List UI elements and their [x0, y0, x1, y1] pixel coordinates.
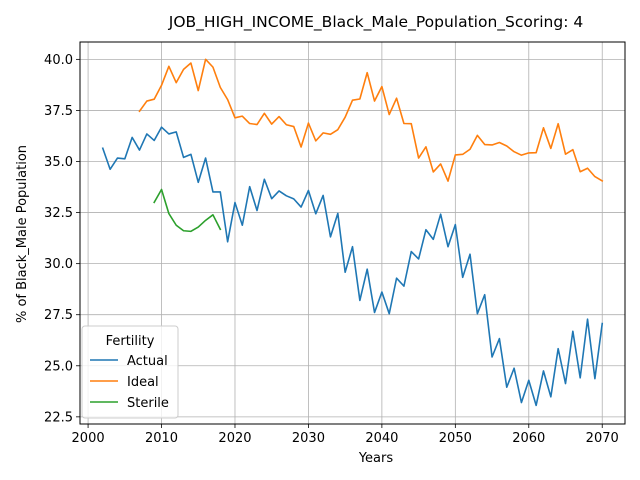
x-tick-label: 2030: [292, 431, 325, 446]
x-tick-label: 2070: [586, 431, 619, 446]
x-tick-label: 2060: [512, 431, 545, 446]
x-axis-ticks: 2000 2010 2020 2030 2040 2050 2060 2070: [72, 424, 619, 446]
x-tick-label: 2010: [145, 431, 178, 446]
legend-label-actual: Actual: [127, 354, 168, 369]
x-tick-label: 2040: [365, 431, 398, 446]
y-tick-label: 37.5: [44, 104, 73, 119]
legend: Fertility Actual Ideal Sterile: [81, 325, 179, 419]
series-line-sterile: [153, 188, 222, 233]
plot-frame: [79, 41, 626, 425]
series-lines: [101, 58, 604, 407]
legend-box: [81, 325, 179, 419]
series-line-ideal: [138, 58, 604, 183]
legend-title: Fertility: [106, 334, 155, 349]
x-tick-label: 2050: [439, 431, 472, 446]
x-axis-label: Years: [358, 451, 394, 466]
y-tick-label: 27.5: [44, 308, 73, 323]
legend-label-ideal: Ideal: [127, 375, 159, 390]
x-tick-label: 2000: [72, 431, 105, 446]
y-tick-label: 30.0: [44, 257, 73, 272]
x-tick-label: 2020: [218, 431, 251, 446]
y-tick-label: 35.0: [44, 155, 73, 170]
y-tick-label: 25.0: [44, 359, 73, 374]
y-tick-label: 40.0: [44, 53, 73, 68]
y-axis-ticks: 22.5 25.0 27.5 30.0 32.5 35.0 37.5 40.0: [44, 53, 80, 425]
chart-title: JOB_HIGH_INCOME_Black_Male_Population_Sc…: [168, 13, 583, 32]
y-tick-label: 22.5: [44, 410, 73, 425]
y-tick-label: 32.5: [44, 206, 73, 221]
series-line-actual: [101, 126, 604, 407]
y-axis-label: % of Black_Male Population: [15, 145, 30, 323]
legend-label-sterile: Sterile: [127, 396, 169, 411]
